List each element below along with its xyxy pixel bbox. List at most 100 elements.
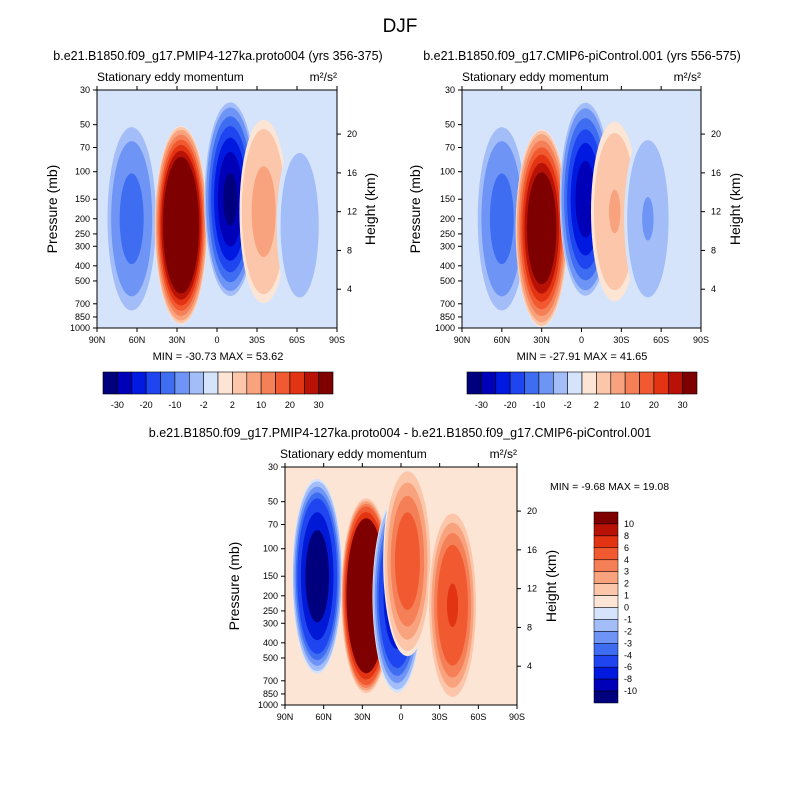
panel-2: b.e21.B1850.f09_g17.CMIP6-piControl.001 … [407, 49, 743, 410]
y-tick-label: 250 [75, 229, 90, 239]
y-tick-label: 50 [80, 120, 90, 130]
contour-4-2 [642, 196, 654, 241]
x-tick-label: 60S [653, 335, 669, 345]
colorbar-swatch [667, 371, 683, 395]
y-tick-label: 300 [263, 618, 278, 628]
panel-1-ylabel-right: Height (km) [362, 173, 378, 245]
colorbar-swatch [682, 371, 698, 395]
colorbar-swatch [145, 371, 161, 395]
colorbar-swatch [593, 631, 619, 644]
y-tick-label: 300 [440, 241, 455, 251]
panel-3-title: b.e21.B1850.f09_g17.PMIP4-127ka.proto004… [149, 426, 651, 440]
x-tick-label: 30N [169, 335, 186, 345]
colorbar-swatch [509, 371, 525, 395]
panel-2-contour-field [462, 90, 701, 328]
colorbar-swatch [593, 666, 619, 680]
y-right-tick-label: 8 [347, 245, 352, 255]
y-right-tick-label: 20 [527, 506, 537, 516]
x-tick-label: 90S [693, 335, 709, 345]
y-tick-label: 850 [263, 689, 278, 699]
panel-2-colorbar: -30 -20 -10 -2 2 10 20 30 [466, 371, 698, 410]
panel-2-units: m²/s² [674, 70, 701, 84]
y-right-tick-label: 12 [711, 207, 721, 217]
y-right-tick-label: 16 [711, 168, 721, 178]
colorbar-label: 4 [624, 555, 629, 565]
panel-1-axes: 90N 60N 30N 0 30S 60S 90S 30 50 70 100 150 200 250 300… [70, 85, 357, 345]
y-tick-label: 700 [263, 676, 278, 686]
colorbar-swatch [189, 371, 205, 395]
colorbar-label: 30 [314, 400, 324, 410]
y-tick-label: 200 [75, 214, 90, 224]
y-right-tick-label: 16 [527, 545, 537, 555]
y-tick-label: 150 [75, 194, 90, 204]
x-tick-label: 30N [533, 335, 550, 345]
colorbar-swatch [117, 371, 133, 395]
y-tick-label: 30 [80, 85, 90, 95]
colorbar-swatch [639, 371, 655, 395]
colorbar-swatch [102, 371, 118, 395]
y-tick-label: 1000 [435, 323, 455, 333]
y-right-tick-label: 12 [347, 207, 357, 217]
colorbar-label: 2 [624, 579, 629, 589]
panel-2-axes: 90N 60N 30N 0 30S 60S 90S 30 50 70 100 150 200 250 300… [435, 85, 721, 345]
colorbar-swatch [260, 371, 276, 395]
x-tick-label: 90N [89, 335, 106, 345]
colorbar-swatch [593, 607, 619, 620]
panel-3-subtitle: Stationary eddy momentum [280, 447, 427, 461]
panel-1-subtitle: Stationary eddy momentum [97, 70, 244, 84]
colorbar-swatch [466, 371, 482, 395]
contour-0-3 [489, 173, 514, 265]
colorbar-swatch [217, 371, 233, 395]
y-tick-label: 100 [440, 167, 455, 177]
x-tick-label: 30S [432, 712, 448, 722]
colorbar-swatch [289, 371, 305, 395]
y-tick-label: 300 [75, 241, 90, 251]
panel-2-ylabel-right: Height (km) [727, 173, 743, 245]
colorbar-swatch [303, 371, 319, 395]
x-tick-label: 0 [579, 335, 584, 345]
y-tick-label: 30 [445, 85, 455, 95]
colorbar-swatch [275, 371, 291, 395]
y-tick-label: 50 [268, 497, 278, 507]
panel-3-units: m²/s² [490, 447, 517, 461]
y-tick-label: 850 [440, 312, 455, 322]
colorbar-swatch [481, 371, 497, 395]
colorbar-swatch [131, 371, 147, 395]
contour-3-2 [608, 189, 621, 234]
x-tick-label: 30S [249, 335, 265, 345]
colorbar-label: -2 [200, 400, 208, 410]
contour-0-3 [119, 173, 144, 265]
y-tick-label: 70 [268, 520, 278, 530]
colorbar-label: 0 [624, 603, 629, 613]
contour-1-7 [526, 172, 557, 285]
colorbar-swatch [593, 547, 619, 560]
colorbar-swatch [653, 371, 669, 395]
colorbar-swatch [160, 371, 176, 395]
y-tick-label: 100 [75, 167, 90, 177]
panel-1-minmax: MIN = -30.73 MAX = 53.62 [153, 351, 284, 363]
y-tick-label: 150 [263, 571, 278, 581]
y-right-tick-label: 12 [527, 584, 537, 594]
colorbar-label: 3 [624, 567, 629, 577]
y-right-tick-label: 8 [711, 245, 716, 255]
panel-3-ylabel-right: Height (km) [543, 550, 559, 622]
figure-title: DJF [383, 16, 418, 37]
contour-2-7 [223, 172, 238, 226]
y-right-tick-label: 4 [711, 284, 716, 294]
colorbar-swatch [593, 559, 619, 572]
panel-1-title: b.e21.B1850.f09_g17.PMIP4-127ka.proto004… [53, 49, 382, 63]
panel-3: b.e21.B1850.f09_g17.PMIP4-127ka.proto004… [149, 426, 669, 722]
colorbar-label: -8 [624, 674, 632, 684]
colorbar-label: 30 [678, 400, 688, 410]
x-tick-label: 30S [613, 335, 629, 345]
contour-3-2 [251, 166, 276, 258]
y-tick-label: 50 [445, 120, 455, 130]
y-right-tick-label: 8 [527, 622, 532, 632]
colorbar-swatch [593, 678, 619, 692]
colorbar-label: 20 [285, 400, 295, 410]
y-tick-label: 400 [263, 638, 278, 648]
colorbar-label: -3 [624, 638, 632, 648]
colorbar-label: 2 [594, 400, 599, 410]
colorbar-label: -2 [624, 626, 632, 636]
y-tick-label: 70 [445, 143, 455, 153]
